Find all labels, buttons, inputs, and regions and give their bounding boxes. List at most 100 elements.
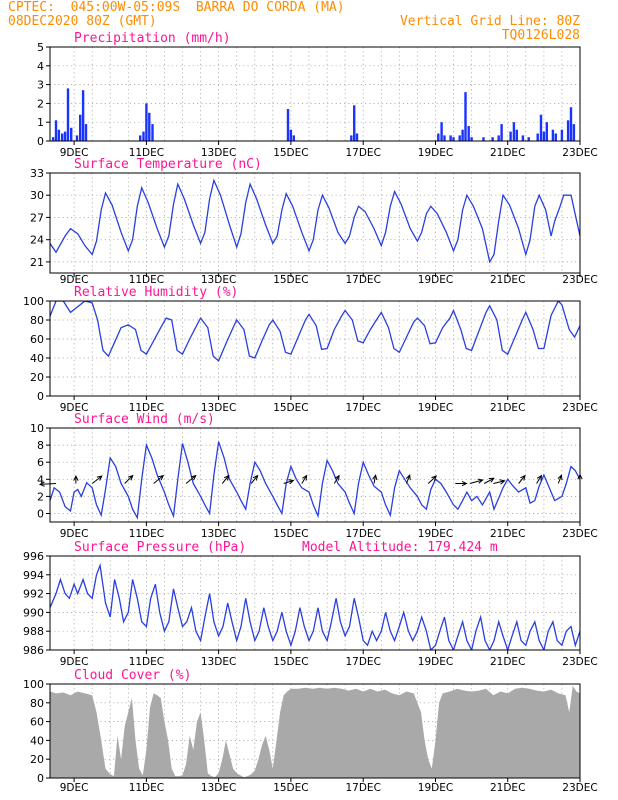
y-tick-label: 0 (37, 135, 44, 148)
precip-bar (491, 137, 494, 141)
wind-vector-head (520, 474, 526, 481)
y-tick-label: 27 (30, 211, 44, 224)
precip-bar (286, 109, 290, 141)
wind-vector-head (431, 475, 438, 481)
x-tick-label: 23DEC (562, 528, 597, 540)
precip-bar (54, 120, 58, 141)
wind-vector-head (557, 474, 563, 481)
precip-bar (500, 124, 503, 141)
x-tick-label: 15DEC (273, 528, 308, 540)
y-tick-label: 80 (30, 314, 44, 327)
wind-vector (250, 475, 258, 484)
precip-bar (145, 103, 148, 141)
y-tick-label: 30 (30, 189, 44, 202)
panel-3: 0 20 40 60 80 100 9DEC 11DEC 13DEC 15DEC 17DEC 19DE… (23, 285, 598, 414)
x-tick-label: 19DEC (418, 782, 453, 794)
precip-bar (449, 135, 452, 141)
wind-vector-head (288, 479, 295, 485)
y-tick-label: 4 (37, 473, 44, 486)
precip-bar (353, 105, 356, 141)
panel-title: Precipitation (mm/h) (74, 31, 231, 46)
precip-bar (551, 129, 555, 141)
wind-vector (39, 483, 57, 485)
x-tick-label: 17DEC (345, 274, 380, 286)
plot-frame (49, 427, 581, 523)
x-tick-label: 11DEC (129, 274, 164, 286)
panel-4: 0 2 4 6 8 10 9DEC 11DEC 13DEC 15DEC 17DEC 19DEC 21DE… (30, 412, 598, 540)
wind-vector (518, 475, 526, 484)
precip-bar (148, 112, 151, 141)
x-tick-label: 13DEC (201, 147, 236, 159)
x-tick-label: 15DEC (273, 782, 308, 794)
x-tick-label: 19DEC (418, 274, 453, 286)
precip-bar (572, 124, 576, 141)
wind-vector (427, 475, 437, 484)
y-tick-label: 40 (30, 734, 44, 747)
plot-frame (49, 172, 581, 274)
wind-vector-head (158, 474, 165, 481)
model-altitude: Model Altitude: 179.424 m (302, 540, 498, 555)
precip-bar (292, 135, 295, 141)
x-tick-label: 9DEC (60, 656, 89, 668)
y-tick-label: 24 (30, 234, 44, 247)
panel-title: Relative Humidity (%) (74, 285, 238, 300)
x-tick-label: 23DEC (562, 274, 597, 286)
precip-bar (57, 129, 61, 141)
precip-bar (467, 126, 470, 141)
wind-vector-head (499, 479, 506, 485)
x-tick-label: 11DEC (129, 528, 164, 540)
wind-vector (221, 475, 230, 484)
wind-vector-head (127, 474, 134, 481)
panel-title: Cloud Cover (%) (74, 668, 191, 683)
precip-bar (51, 137, 55, 141)
precip-bar (452, 137, 455, 141)
panel-1: 0 1 2 3 4 5 9DEC 11DEC 13DEC 15DEC 17DEC 19DEC 21DEC… (37, 31, 598, 159)
wind-vector (185, 475, 197, 484)
y-tick-label: 60 (30, 716, 44, 729)
x-tick-label: 21DEC (490, 402, 525, 414)
wind-vector-head (488, 477, 495, 483)
x-tick-label: 9DEC (60, 528, 89, 540)
x-tick-label: 21DEC (490, 528, 525, 540)
wind-vector (301, 475, 308, 484)
precip-bar (497, 135, 500, 141)
x-tick-label: 9DEC (60, 147, 89, 159)
wind-vector (153, 475, 164, 484)
y-tick-label: 3 (37, 79, 44, 92)
precip-bar (566, 120, 570, 141)
precip-bar (569, 107, 573, 141)
x-tick-label: 13DEC (201, 782, 236, 794)
precip-bar (470, 137, 473, 141)
wind-vector (124, 475, 134, 484)
precip-bar (512, 122, 516, 141)
model-code: TQ0126L028 (501, 28, 580, 43)
precip-bar (61, 133, 64, 141)
panel-title: Surface Pressure (hPa) (74, 540, 246, 555)
y-tick-label: 21 (30, 256, 44, 269)
plot-frame (49, 300, 581, 397)
precip-bar (70, 127, 73, 141)
x-tick-label: 23DEC (562, 147, 597, 159)
x-tick-label: 19DEC (418, 147, 453, 159)
precip-bar (81, 90, 85, 141)
x-tick-label: 13DEC (201, 528, 236, 540)
x-tick-label: 17DEC (345, 782, 380, 794)
precip-bar (539, 114, 543, 141)
wind-vector (91, 475, 103, 484)
wind-vector-head (461, 480, 468, 487)
x-tick-label: 19DEC (418, 528, 453, 540)
x-tick-label: 21DEC (490, 782, 525, 794)
wind-vector (373, 475, 377, 484)
y-tick-label: 996 (23, 550, 44, 563)
precip-bar (443, 135, 446, 141)
x-tick-label: 23DEC (562, 782, 597, 794)
grid-line-note: Vertical Grid Line: 80Z (399, 14, 580, 29)
y-tick-label: 100 (23, 295, 44, 308)
wind-vector-head (405, 474, 411, 481)
x-tick-label: 15DEC (273, 656, 308, 668)
cloud-cover-area (50, 685, 580, 778)
x-tick-label: 15DEC (273, 402, 308, 414)
precip-bar (142, 131, 145, 141)
series-line (50, 178, 580, 264)
precip-bar (542, 131, 546, 141)
